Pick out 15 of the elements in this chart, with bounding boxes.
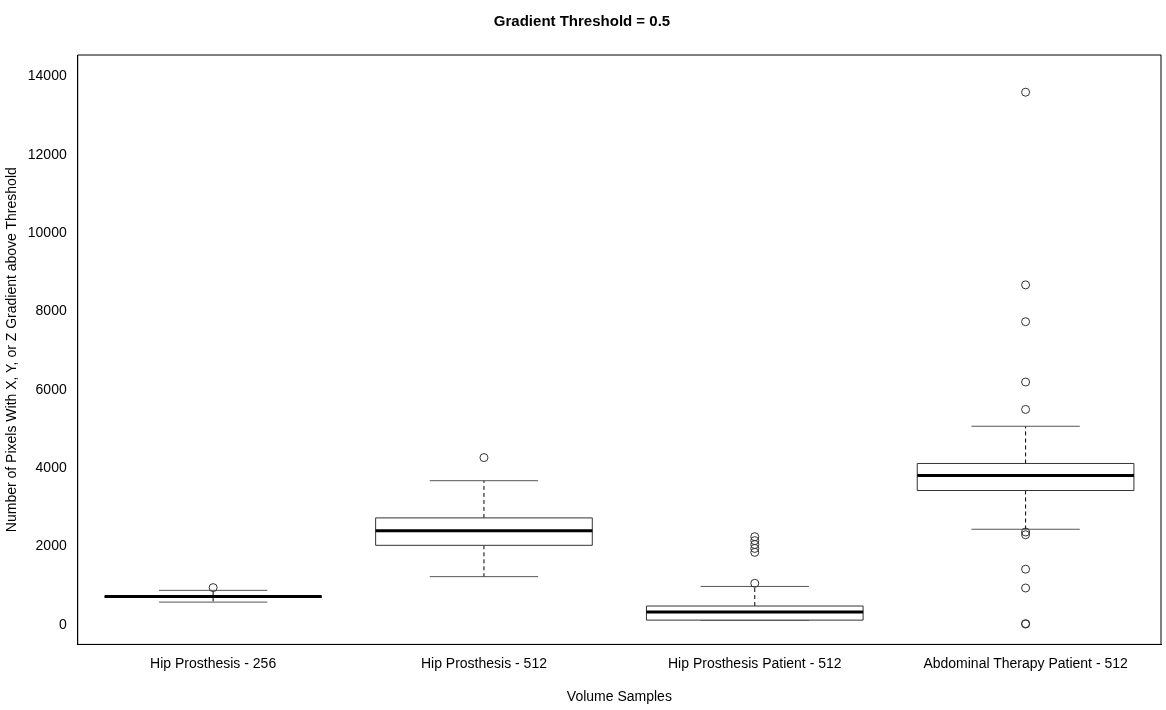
y-tick-label: 10000	[27, 224, 67, 241]
x-axis-title: Volume Samples	[566, 688, 672, 705]
y-tick-label: 6000	[35, 380, 67, 397]
y-tick-label: 0	[58, 615, 67, 632]
y-tick-label: 12000	[27, 145, 67, 162]
chart-title: Gradient Threshold = 0.5	[493, 12, 671, 30]
y-tick-label: 4000	[35, 459, 67, 476]
x-tick-label: Hip Prosthesis - 512	[420, 654, 548, 671]
x-tick-label: Abdominal Therapy Patient - 512	[923, 654, 1129, 671]
y-tick-label: 2000	[35, 537, 67, 554]
x-tick-label: Hip Prosthesis - 256	[150, 654, 277, 671]
y-tick-label: 14000	[27, 67, 67, 84]
x-tick-label: Hip Prosthesis Patient - 512	[668, 654, 842, 671]
y-axis-title: Number of Pixels With X, Y, or Z Gradient above Threshold	[3, 167, 20, 533]
y-tick-label: 8000	[35, 302, 67, 319]
